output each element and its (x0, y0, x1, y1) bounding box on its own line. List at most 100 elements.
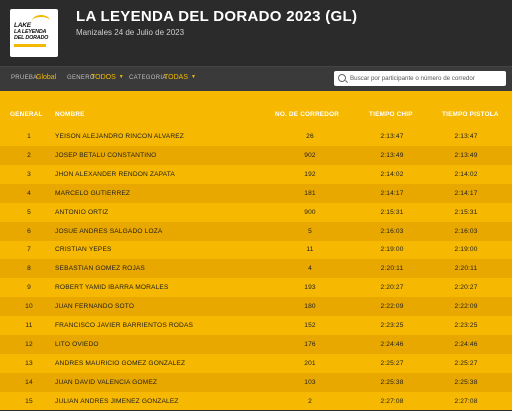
cell-name[interactable]: JUAN FERNANDO SOTO (55, 303, 135, 311)
table-row[interactable]: 11 FRANCISCO JAVIER BARRIENTOS RODAS 152 2:… (0, 316, 512, 335)
table-row[interactable]: 8 SEBASTIAN GOMEZ ROJAS 4 2:20:11 2:20:11 (0, 259, 512, 279)
cell-chip-time: 2:20:11 (380, 265, 404, 273)
genero-label: GENERO (67, 75, 95, 81)
cell-general: 14 (25, 378, 33, 386)
logo-line2: LA LEYENDA DEL DORADO (14, 29, 49, 41)
cell-bib: 26 (306, 133, 314, 140)
cell-bib: 180 (304, 303, 316, 311)
cell-general: 10 (25, 303, 33, 311)
cell-gun-time: 2:14:17 (454, 189, 478, 197)
search-icon (338, 74, 346, 82)
cell-name[interactable]: ANDRES MAURICIO GOMEZ GONZALEZ (55, 359, 186, 367)
cell-name[interactable]: JUAN DAVID VALENCIA GOMEZ (55, 378, 158, 386)
categoria-label: CATEGORIA (129, 75, 167, 81)
cell-chip-time: 2:20:27 (380, 284, 404, 292)
cell-gun-time: 2:13:49 (454, 151, 478, 159)
cell-gun-time: 2:25:38 (454, 378, 478, 386)
logo-bar (14, 44, 46, 47)
cell-name[interactable]: JOSEP BETALU CONSTANTINO (55, 151, 157, 159)
cell-general: 2 (27, 151, 31, 159)
cell-gun-time: 2:15:31 (454, 208, 478, 216)
logo-swoosh-icon (32, 15, 50, 27)
cell-gun-time: 2:20:27 (454, 284, 478, 292)
table-row[interactable]: 15 JULIAN ANDRES JIMENEZ GONZALEZ 2 2:27:08… (0, 392, 512, 411)
cell-bib: 152 (304, 322, 316, 329)
table-row[interactable]: 10 JUAN FERNANDO SOTO 180 2:22:09 2:22:09 (0, 297, 512, 317)
prueba-label: PRUEBA (11, 75, 38, 81)
table-row[interactable]: 12 LITO OVIEDO 176 2:24:46 2:24:46 (0, 334, 512, 354)
cell-bib: 181 (304, 189, 316, 197)
cell-name[interactable]: ANTONIO ORTIZ (55, 208, 109, 216)
cell-general: 11 (25, 322, 33, 329)
cell-chip-time: 2:13:49 (380, 151, 404, 159)
cell-gun-time: 2:24:46 (454, 340, 478, 348)
cell-gun-time: 2:13:47 (454, 133, 478, 140)
cell-gun-time: 2:23:25 (454, 322, 478, 329)
cell-chip-time: 2:23:25 (380, 322, 404, 329)
page-header: LAKE LA LEYENDA DEL DORADO LA LEYENDA DEL… (0, 0, 512, 66)
cell-gun-time: 2:14:02 (454, 170, 478, 178)
table-row[interactable]: 7 CRISTIAN YEPES 11 2:19:00 2:19:00 (0, 240, 512, 259)
cell-name[interactable]: JHON ALEXANDER RENDON ZAPATA (55, 170, 175, 178)
table-row[interactable]: 9 ROBERT YAMID IBARRA MORALES 193 2:20:27 2:… (0, 278, 512, 297)
cell-bib: 11 (306, 246, 314, 254)
table-row[interactable]: 4 MARCELO GUTIERREZ 181 2:14:17 2:14:17 (0, 183, 512, 203)
cell-name[interactable]: MARCELO GUTIERREZ (55, 189, 131, 197)
cell-bib: 4 (308, 265, 312, 273)
table-row[interactable]: 2 JOSEP BETALU CONSTANTINO 902 2:13:49 2:13:… (0, 145, 512, 165)
cell-general: 12 (25, 340, 33, 348)
table-row[interactable]: 3 JHON ALEXANDER RENDON ZAPATA 192 2:14:02 2… (0, 165, 512, 184)
cell-bib: 103 (304, 378, 316, 386)
table-row[interactable]: 5 ANTONIO ORTIZ 900 2:15:31 2:15:31 (0, 203, 512, 222)
search-input[interactable] (350, 73, 500, 83)
chevron-down-icon: ▼ (118, 74, 124, 80)
table-row[interactable]: 1 YEISON ALEJANDRO RINCON ALVAREZ 26 2:13:4… (0, 127, 512, 146)
results-table: GENERAL NOMBRE NO. DE CORREDOR TIEMPO CH… (0, 91, 512, 410)
col-gun: TIEMPO PISTOLA (442, 111, 499, 118)
filter-bar: PRUEBA Global GENERO TODOS ▼ CATEGORIA TO… (0, 66, 512, 92)
cell-gun-time: 2:25:27 (454, 359, 478, 367)
cell-name[interactable]: JULIAN ANDRES JIMENEZ GONZALEZ (55, 397, 179, 405)
categoria-select[interactable]: TODAS ▼ (164, 74, 196, 81)
cell-name[interactable]: SEBASTIAN GOMEZ ROJAS (55, 265, 145, 273)
cell-bib: 5 (308, 227, 312, 235)
prueba-select[interactable]: Global (36, 74, 57, 81)
cell-bib: 193 (304, 284, 316, 292)
cell-general: 4 (27, 189, 31, 197)
cell-name[interactable]: LITO OVIEDO (55, 340, 99, 348)
cell-chip-time: 2:14:02 (380, 170, 404, 178)
cell-general: 9 (27, 284, 31, 292)
event-date: Manizales 24 de Julio de 2023 (76, 28, 185, 37)
table-row[interactable]: 6 JOSUE ANDRES SALGADO LOZA 5 2:16:03 2:16:0… (0, 221, 512, 241)
col-nombre: NOMBRE (55, 111, 85, 118)
event-logo: LAKE LA LEYENDA DEL DORADO (10, 9, 58, 57)
cell-gun-time: 2:20:11 (454, 265, 478, 273)
page-title: LA LEYENDA DEL DORADO 2023 (GL) (76, 8, 358, 25)
cell-name[interactable]: ROBERT YAMID IBARRA MORALES (55, 284, 169, 292)
cell-gun-time: 2:19:00 (454, 246, 478, 254)
cell-gun-time: 2:27:08 (454, 397, 478, 405)
table-row[interactable]: 14 JUAN DAVID VALENCIA GOMEZ 103 2:25:38 2:2… (0, 372, 512, 392)
cell-name[interactable]: JOSUE ANDRES SALGADO LOZA (55, 227, 163, 235)
cell-name[interactable]: FRANCISCO JAVIER BARRIENTOS RODAS (55, 322, 194, 329)
cell-chip-time: 2:25:27 (380, 359, 404, 367)
col-bib: NO. DE CORREDOR (275, 111, 340, 118)
cell-chip-time: 2:19:00 (380, 246, 404, 254)
col-chip: TIEMPO CHIP (369, 111, 413, 118)
cell-bib: 2 (308, 397, 312, 405)
chevron-down-icon: ▼ (191, 74, 196, 80)
cell-chip-time: 2:27:08 (380, 397, 404, 405)
cell-general: 3 (27, 170, 31, 178)
cell-bib: 201 (304, 359, 316, 367)
cell-name[interactable]: CRISTIAN YEPES (55, 246, 112, 254)
cell-general: 7 (27, 246, 31, 254)
table-row[interactable]: 13 ANDRES MAURICIO GOMEZ GONZALEZ 201 2:25:… (0, 354, 512, 373)
cell-chip-time: 2:13:47 (380, 133, 404, 140)
cell-chip-time: 2:14:17 (380, 189, 404, 197)
cell-gun-time: 2:16:03 (454, 227, 478, 235)
cell-bib: 902 (304, 151, 316, 159)
search-box[interactable] (334, 71, 506, 86)
genero-select[interactable]: TODOS ▼ (91, 74, 124, 81)
cell-name[interactable]: YEISON ALEJANDRO RINCON ALVAREZ (55, 133, 184, 140)
cell-general: 8 (27, 265, 31, 273)
